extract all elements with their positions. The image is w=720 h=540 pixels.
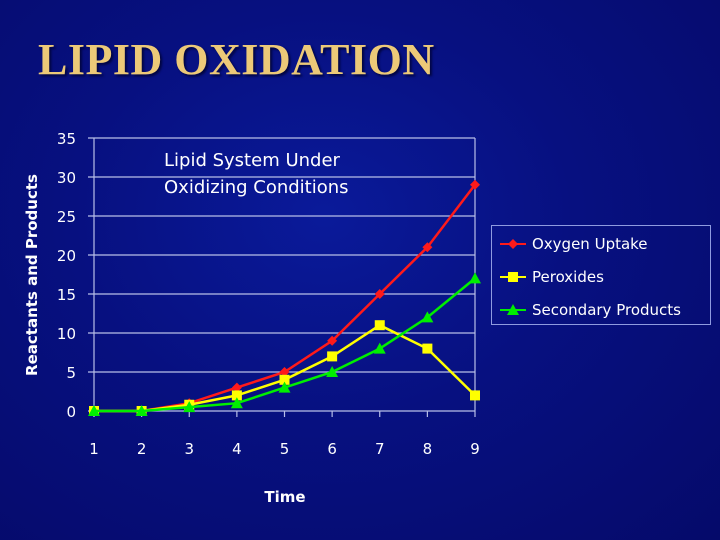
square-marker-icon [500, 272, 526, 282]
chart-annotation-line-2: Oxidizing Conditions [164, 177, 349, 198]
square-marker [327, 351, 338, 362]
y-tick-label: 15 [57, 286, 76, 304]
triangle-marker [135, 405, 148, 416]
x-tick-label: 3 [184, 440, 194, 458]
diamond-marker [279, 367, 290, 377]
x-axis-label: Time [264, 488, 305, 506]
legend-item-oxygen-uptake: Oxygen Uptake [500, 233, 648, 255]
diamond-marker-icon [500, 239, 526, 249]
triangle-marker [183, 401, 196, 413]
legend-label: Oxygen Uptake [532, 235, 648, 253]
chart-legend: Oxygen Uptake Peroxides Secondary Produc… [491, 225, 711, 325]
square-marker [422, 343, 433, 354]
y-tick-label: 35 [57, 130, 76, 148]
diamond-marker [422, 242, 433, 253]
x-tick-label: 2 [137, 440, 147, 458]
y-tick-label: 10 [57, 325, 76, 343]
diamond-marker [231, 382, 242, 393]
x-tick-label: 9 [470, 440, 480, 458]
triangle-marker [421, 311, 434, 323]
diamond-marker [374, 289, 385, 299]
series-secondary-products [88, 272, 481, 416]
x-tick-label: 4 [232, 440, 242, 458]
slide-title: LIPID OXIDATION [38, 35, 435, 84]
y-axis-label: Reactants and Products [23, 174, 41, 376]
legend-label: Peroxides [532, 268, 604, 286]
triangle-marker [230, 397, 243, 409]
chart-annotation-line-1: Lipid System Under [164, 150, 341, 171]
data-series [88, 179, 481, 416]
triangle-marker [88, 405, 100, 416]
diamond-marker [327, 335, 338, 346]
x-tick-label: 8 [423, 440, 433, 458]
x-axis-ticks: 1 2 3 4 5 6 7 8 9 [89, 440, 480, 458]
square-marker [279, 374, 290, 385]
x-tick-label: 5 [280, 440, 290, 458]
square-marker [231, 390, 242, 401]
y-tick-label: 0 [66, 403, 76, 421]
triangle-marker [326, 366, 339, 377]
legend-item-peroxides: Peroxides [500, 266, 604, 288]
x-tick-label: 1 [89, 440, 99, 458]
y-tick-label: 5 [66, 364, 76, 382]
y-tick-label: 20 [57, 247, 76, 265]
triangle-marker [278, 381, 291, 393]
square-marker [374, 320, 385, 331]
y-axis-ticks: 0 5 10 15 20 25 30 35 [57, 130, 76, 421]
x-tick-label: 7 [375, 440, 385, 458]
legend-label: Secondary Products [532, 301, 681, 319]
y-tick-label: 30 [57, 169, 76, 187]
diamond-marker [470, 179, 480, 190]
x-tick-label: 6 [327, 440, 337, 458]
square-marker [470, 390, 480, 401]
y-tick-label: 25 [57, 208, 76, 226]
triangle-marker [373, 342, 386, 354]
triangle-marker [469, 272, 481, 284]
legend-item-secondary-products: Secondary Products [500, 299, 681, 321]
triangle-marker-icon [500, 304, 526, 315]
